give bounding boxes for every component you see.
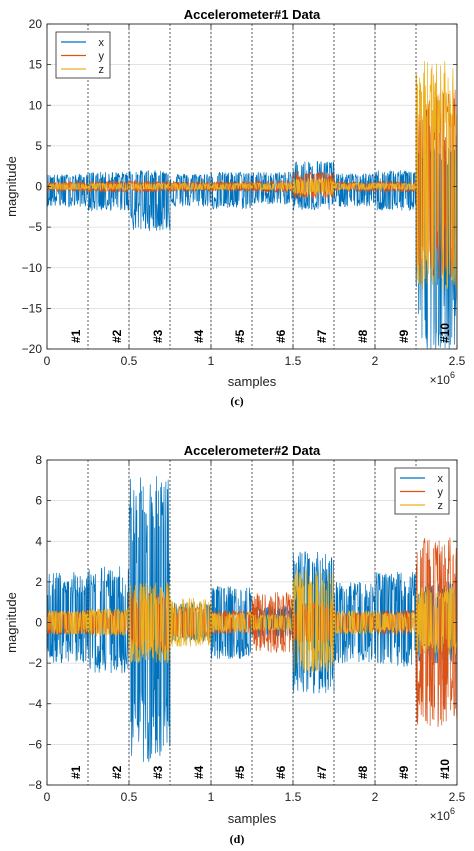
segment-label: #8 xyxy=(356,329,370,343)
legend-label: x xyxy=(438,473,444,485)
y-tick-label: 6 xyxy=(35,494,42,508)
legend-label: z xyxy=(438,500,444,512)
x-axis-exponent: ×106 xyxy=(430,370,455,387)
chart-title: Accelerometer#2 Data xyxy=(184,443,321,458)
series-line-y xyxy=(47,89,457,284)
figure-caption: (c) xyxy=(230,394,243,408)
series-line-z xyxy=(47,569,457,673)
figure-caption: (d) xyxy=(230,832,245,846)
y-tick-label: 0 xyxy=(35,180,42,194)
chart-title: Accelerometer#1 Data xyxy=(184,7,321,22)
segment-label: #3 xyxy=(151,329,165,343)
legend-label: y xyxy=(438,487,444,499)
chart-panel-2: #1 #2 #3 #4 #5 #6 #7 #8 #9 #10 0 0.5 1 1.5 2 2.5 8 6 4 2 0 −2… xyxy=(4,443,466,846)
segment-label: #7 xyxy=(315,329,329,343)
segment-label: #2 xyxy=(110,329,124,343)
y-axis-label: magnitude xyxy=(4,592,19,653)
segment-label: #5 xyxy=(233,329,247,343)
y-tick-label: 2 xyxy=(35,575,42,589)
y-tick-label: −15 xyxy=(22,301,43,315)
x-tick-label: 1.5 xyxy=(285,790,302,804)
x-tick-label: 2.5 xyxy=(449,790,466,804)
y-tick-label: 4 xyxy=(35,534,42,548)
x-tick-label: 0.5 xyxy=(121,354,138,368)
legend-label: y xyxy=(99,51,105,63)
segment-label: #4 xyxy=(192,329,206,343)
x-axis-label: samples xyxy=(228,811,277,826)
x-tick-label: 2 xyxy=(372,790,379,804)
y-tick-label: −2 xyxy=(28,656,42,670)
x-tick-label: 0 xyxy=(44,790,51,804)
y-tick-label: 10 xyxy=(29,98,43,112)
x-tick-label: 1.5 xyxy=(285,354,302,368)
segment-label: #9 xyxy=(397,765,411,779)
y-tick-label: −10 xyxy=(22,261,43,275)
x-tick-label: 2 xyxy=(372,354,379,368)
segment-label: #2 xyxy=(110,765,124,779)
legend: xyz xyxy=(394,467,450,515)
y-tick-label: 0 xyxy=(35,616,42,630)
segment-label: #8 xyxy=(356,765,370,779)
y-tick-label: −8 xyxy=(28,778,42,792)
segment-label: #4 xyxy=(192,765,206,779)
x-tick-label: 2.5 xyxy=(449,354,466,368)
x-axis-exponent-base: ×10 xyxy=(430,373,451,387)
y-tick-label: −20 xyxy=(22,342,43,356)
y-axis-label: magnitude xyxy=(4,156,19,217)
segment-label: #5 xyxy=(233,765,247,779)
legend-label: x xyxy=(99,37,105,49)
chart-panel-1: #1 #2 #3 #4 #5 #6 #7 #8 #9 #10 0 0.5 1 1.5 2 2.5 20 15 10 5… xyxy=(4,7,466,408)
x-tick-label: 1 xyxy=(208,354,215,368)
segment-label: #1 xyxy=(69,765,83,779)
segment-label: #3 xyxy=(151,765,165,779)
segment-label: #9 xyxy=(397,329,411,343)
x-tick-label: 0.5 xyxy=(121,790,138,804)
x-axis-exponent-base: ×10 xyxy=(430,809,451,823)
legend-label: z xyxy=(99,64,105,76)
x-tick-label: 0 xyxy=(44,354,51,368)
segment-label: #10 xyxy=(438,759,452,779)
y-tick-label: −5 xyxy=(28,220,42,234)
segment-label: #6 xyxy=(274,765,288,779)
x-axis-exponent-power: 6 xyxy=(450,806,455,816)
y-tick-label: −6 xyxy=(28,737,42,751)
x-axis-exponent: ×106 xyxy=(430,806,455,823)
segment-label: #1 xyxy=(69,329,83,343)
x-tick-label: 1 xyxy=(208,790,215,804)
segment-label: #6 xyxy=(274,329,288,343)
segment-label: #10 xyxy=(438,323,452,343)
segment-label: #7 xyxy=(315,765,329,779)
y-tick-label: 5 xyxy=(35,139,42,153)
x-axis-label: samples xyxy=(228,374,277,389)
y-tick-label: 15 xyxy=(29,58,43,72)
legend: xyz xyxy=(55,31,111,79)
x-axis-exponent-power: 6 xyxy=(450,370,455,380)
y-tick-label: −4 xyxy=(28,697,42,711)
y-tick-label: 20 xyxy=(29,17,43,31)
y-tick-label: 8 xyxy=(35,453,42,467)
